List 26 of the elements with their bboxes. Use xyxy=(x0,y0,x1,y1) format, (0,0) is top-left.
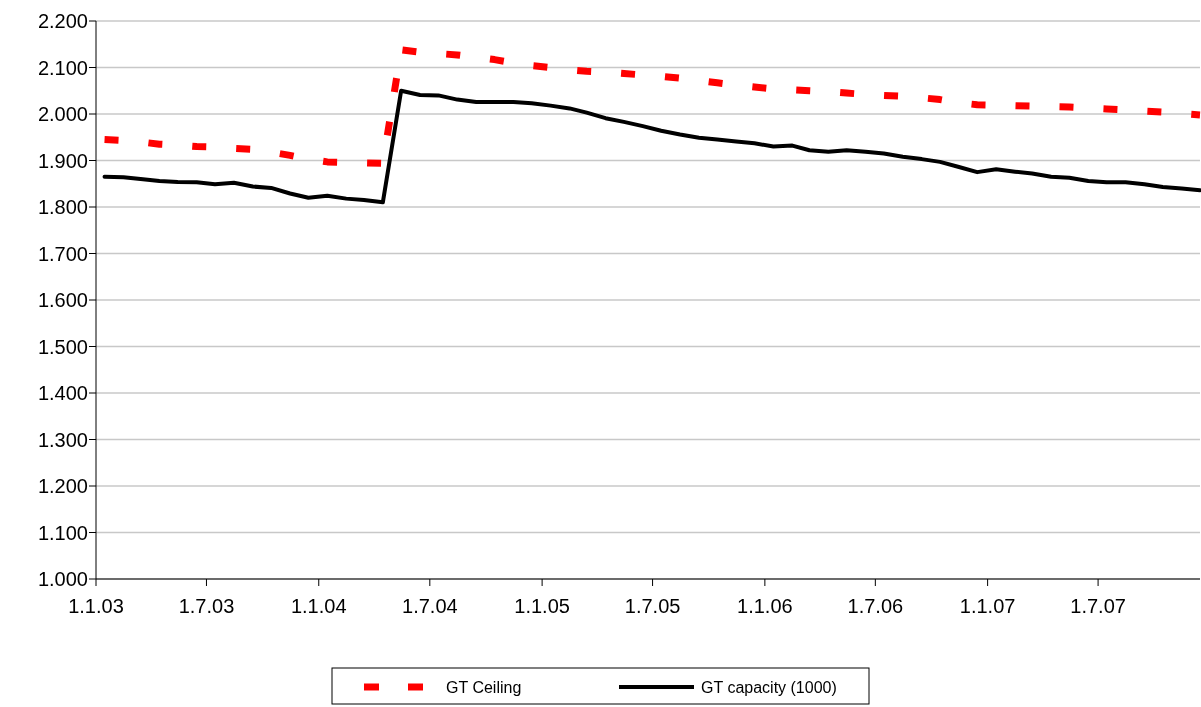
y-tick-label: 1.900 xyxy=(37,149,88,172)
x-tick-label: 1.7.03 xyxy=(178,595,235,617)
x-tick-label: 1.7.07 xyxy=(1070,595,1126,617)
y-tick-label: 1.600 xyxy=(37,289,88,311)
y-tick-label: 1.500 xyxy=(37,335,88,358)
y-tick-label: 1.200 xyxy=(37,475,88,497)
y-tick-label: 2.000 xyxy=(37,103,88,125)
x-tick-label: 1.1.05 xyxy=(514,595,570,617)
line-series xyxy=(102,88,1201,205)
x-tick-label: 1.1.04 xyxy=(290,595,347,617)
x-tick-label: 1.1.03 xyxy=(68,595,124,617)
y-tick-label: 1.400 xyxy=(37,382,88,404)
x-tick-label: 1.7.06 xyxy=(847,595,904,617)
y-tick-label: 2.200 xyxy=(37,10,88,32)
y-tick-label: 1.700 xyxy=(37,242,88,265)
x-tick-label: 1.7.04 xyxy=(402,595,458,617)
legend-label: GT Ceiling xyxy=(446,678,522,696)
x-tick-label: 1.1.07 xyxy=(959,595,1016,617)
y-tick-label: 1.300 xyxy=(37,428,88,451)
y-tick-label: 1.800 xyxy=(37,196,88,218)
x-tick-label: 1.1.06 xyxy=(737,595,793,617)
legend-label: GT capacity (1000) xyxy=(701,678,837,696)
y-tick-label: 1.000 xyxy=(37,568,88,590)
x-tick-label: 1.7.05 xyxy=(624,595,681,617)
y-tick-label: 1.100 xyxy=(37,521,88,544)
y-tick-label: 2.100 xyxy=(37,56,88,79)
